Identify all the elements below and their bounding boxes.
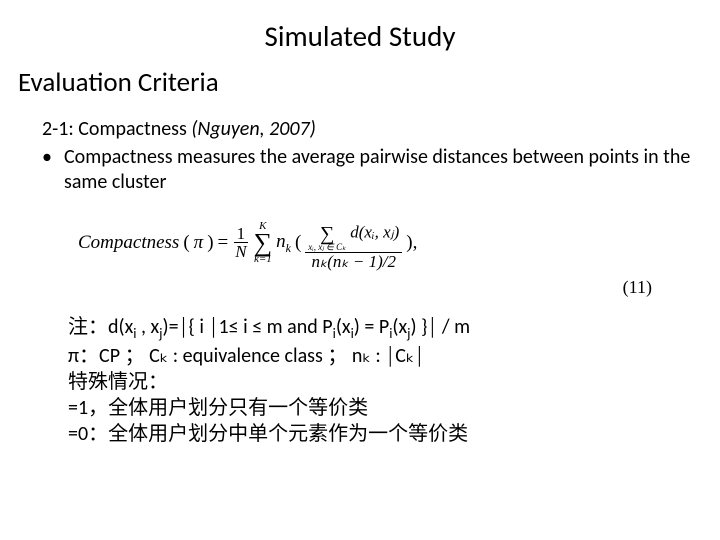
distance-term: d(xᵢ, xⱼ) xyxy=(350,222,399,241)
note-line-2: π：CP ； Cₖ : equivalence class ； nₖ : │Cₖ… xyxy=(68,343,692,369)
bullet-marker: • xyxy=(42,145,64,195)
notes-block: 注：d(xi , xj)=│{ i │1≤ i ≤ m and Pi(xi) =… xyxy=(68,314,692,447)
nk-term: nk xyxy=(276,231,291,256)
section-citation: (Nguyen, 2007) xyxy=(191,117,315,141)
n1-f: (x xyxy=(392,315,407,339)
sum-lower: k=1 xyxy=(254,254,272,265)
nk-n: n xyxy=(276,231,286,252)
frac1-num: 1 xyxy=(234,225,249,244)
inner-sum-sub: xᵢ, xⱼ ∈ Cₖ xyxy=(308,243,346,252)
formula-open: ( xyxy=(183,232,189,254)
formula-arg: π xyxy=(194,232,204,254)
frac1-den: N xyxy=(232,243,249,261)
n1-d: (x xyxy=(336,315,351,339)
inner-sigma: ∑ xyxy=(320,226,334,243)
left-paren: ( xyxy=(295,232,301,254)
note-line-5: =0：全体用户划分中单个元素作为一个等价类 xyxy=(68,421,692,447)
compactness-formula: Compactness(π) = 1 N K ∑ k=1 nk ( ∑ xᵢ, … xyxy=(78,215,692,271)
frac2-den: nₖ(nₖ − 1)/2 xyxy=(309,253,400,271)
frac-distance: ∑ xᵢ, xⱼ ∈ Cₖ d(xᵢ, xⱼ) nₖ(nₖ − 1)/2 xyxy=(305,215,402,271)
n1-e: ) = P xyxy=(354,315,389,339)
sum-operator: K ∑ k=1 xyxy=(254,221,273,265)
right-paren: ), xyxy=(406,232,417,254)
frac-1-over-n: 1 N xyxy=(232,225,249,262)
sigma-symbol: ∑ xyxy=(254,232,273,254)
slide-title: Simulated Study xyxy=(28,18,692,54)
formula-block: Compactness(π) = 1 N K ∑ k=1 nk ( ∑ xᵢ, … xyxy=(78,215,692,298)
n1-b: , x xyxy=(136,315,159,339)
nk-sub: k xyxy=(286,240,291,254)
note-line-3: 特殊情况： xyxy=(68,369,692,395)
frac2-num: ∑ xᵢ, xⱼ ∈ Cₖ d(xᵢ, xⱼ) xyxy=(305,215,402,253)
bullet-item: • Compactness measures the average pairw… xyxy=(42,145,692,195)
note-line-4: =1，全体用户划分只有一个等价类 xyxy=(68,395,692,421)
inner-sum: ∑ xᵢ, xⱼ ∈ Cₖ xyxy=(308,215,346,252)
formula-lhs: Compactness xyxy=(78,232,179,254)
section-heading: 2-1: Compactness (Nguyen, 2007) xyxy=(42,117,692,141)
equation-number: (11) xyxy=(78,277,652,298)
n1-c: )=│{ i │1≤ i ≤ m and P xyxy=(163,315,333,339)
section-prefix: 2-1: Compactness xyxy=(42,117,191,141)
n1-a: 注：d(x xyxy=(68,315,133,339)
n1-g: ) }│ / m xyxy=(411,315,471,339)
formula-close: ) xyxy=(207,232,213,254)
slide-container: Simulated Study Evaluation Criteria 2-1:… xyxy=(0,0,720,465)
bullet-text: Compactness measures the average pairwis… xyxy=(64,145,692,195)
formula-eq: = xyxy=(218,232,229,254)
note-line-1: 注：d(xi , xj)=│{ i │1≤ i ≤ m and Pi(xi) =… xyxy=(68,314,692,343)
slide-subtitle: Evaluation Criteria xyxy=(18,66,692,99)
